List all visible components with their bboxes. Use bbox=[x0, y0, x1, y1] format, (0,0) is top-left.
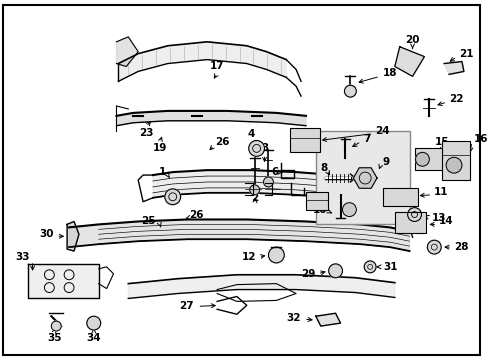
Text: 33: 33 bbox=[15, 252, 30, 262]
Polygon shape bbox=[443, 62, 463, 75]
Polygon shape bbox=[116, 37, 138, 67]
Bar bbox=[305, 192, 327, 210]
Circle shape bbox=[364, 261, 375, 273]
Polygon shape bbox=[67, 221, 79, 251]
Circle shape bbox=[344, 85, 356, 97]
Polygon shape bbox=[116, 111, 305, 126]
Text: 13: 13 bbox=[430, 212, 445, 222]
Text: 26: 26 bbox=[215, 138, 229, 148]
Circle shape bbox=[164, 189, 180, 205]
Text: 23: 23 bbox=[139, 128, 153, 138]
Polygon shape bbox=[394, 47, 424, 76]
Text: 9: 9 bbox=[382, 157, 389, 167]
Polygon shape bbox=[353, 168, 376, 188]
Text: 12: 12 bbox=[242, 252, 256, 262]
Polygon shape bbox=[153, 170, 404, 220]
Text: 18: 18 bbox=[382, 68, 397, 78]
Text: 3: 3 bbox=[261, 143, 267, 153]
Text: 32: 32 bbox=[286, 313, 301, 323]
Text: 4: 4 bbox=[246, 129, 254, 139]
Polygon shape bbox=[28, 264, 99, 298]
Circle shape bbox=[249, 185, 259, 195]
Circle shape bbox=[342, 203, 356, 216]
Text: 7: 7 bbox=[363, 134, 370, 144]
Text: 34: 34 bbox=[86, 333, 101, 343]
Text: 21: 21 bbox=[458, 49, 472, 59]
Text: 6: 6 bbox=[270, 167, 278, 177]
Text: 2: 2 bbox=[250, 193, 258, 203]
Text: 24: 24 bbox=[374, 126, 389, 136]
Text: 29: 29 bbox=[301, 269, 315, 279]
Circle shape bbox=[248, 140, 264, 156]
Text: 16: 16 bbox=[473, 134, 488, 144]
Text: 25: 25 bbox=[141, 216, 156, 226]
Text: 14: 14 bbox=[438, 216, 453, 226]
Polygon shape bbox=[118, 42, 285, 81]
Bar bbox=[441, 140, 469, 180]
Circle shape bbox=[328, 264, 342, 278]
Text: 28: 28 bbox=[453, 242, 468, 252]
Polygon shape bbox=[128, 275, 394, 298]
Circle shape bbox=[51, 321, 61, 331]
Circle shape bbox=[407, 208, 421, 221]
Circle shape bbox=[415, 152, 428, 166]
Text: 31: 31 bbox=[382, 262, 397, 272]
Polygon shape bbox=[315, 313, 340, 326]
Polygon shape bbox=[69, 220, 409, 251]
Text: 30: 30 bbox=[40, 229, 54, 239]
Circle shape bbox=[445, 157, 461, 173]
Text: 17: 17 bbox=[209, 62, 224, 72]
Text: 1: 1 bbox=[158, 167, 165, 177]
Bar bbox=[289, 128, 319, 152]
Text: 11: 11 bbox=[433, 187, 448, 197]
Text: 26: 26 bbox=[189, 210, 203, 220]
Text: 5: 5 bbox=[309, 200, 317, 210]
Text: 27: 27 bbox=[179, 301, 193, 311]
Text: 19: 19 bbox=[152, 143, 167, 153]
Text: 15: 15 bbox=[434, 138, 448, 148]
Circle shape bbox=[268, 247, 284, 263]
Text: 22: 22 bbox=[448, 94, 463, 104]
Text: 35: 35 bbox=[47, 333, 61, 343]
Bar bbox=[382, 188, 417, 206]
Bar bbox=[414, 148, 443, 170]
Circle shape bbox=[87, 316, 101, 330]
Text: 20: 20 bbox=[405, 35, 419, 45]
Text: 10: 10 bbox=[312, 204, 327, 215]
Circle shape bbox=[263, 177, 273, 187]
Text: 8: 8 bbox=[320, 163, 326, 173]
Bar bbox=[394, 212, 426, 233]
Circle shape bbox=[427, 240, 440, 254]
Bar bbox=[315, 131, 409, 224]
